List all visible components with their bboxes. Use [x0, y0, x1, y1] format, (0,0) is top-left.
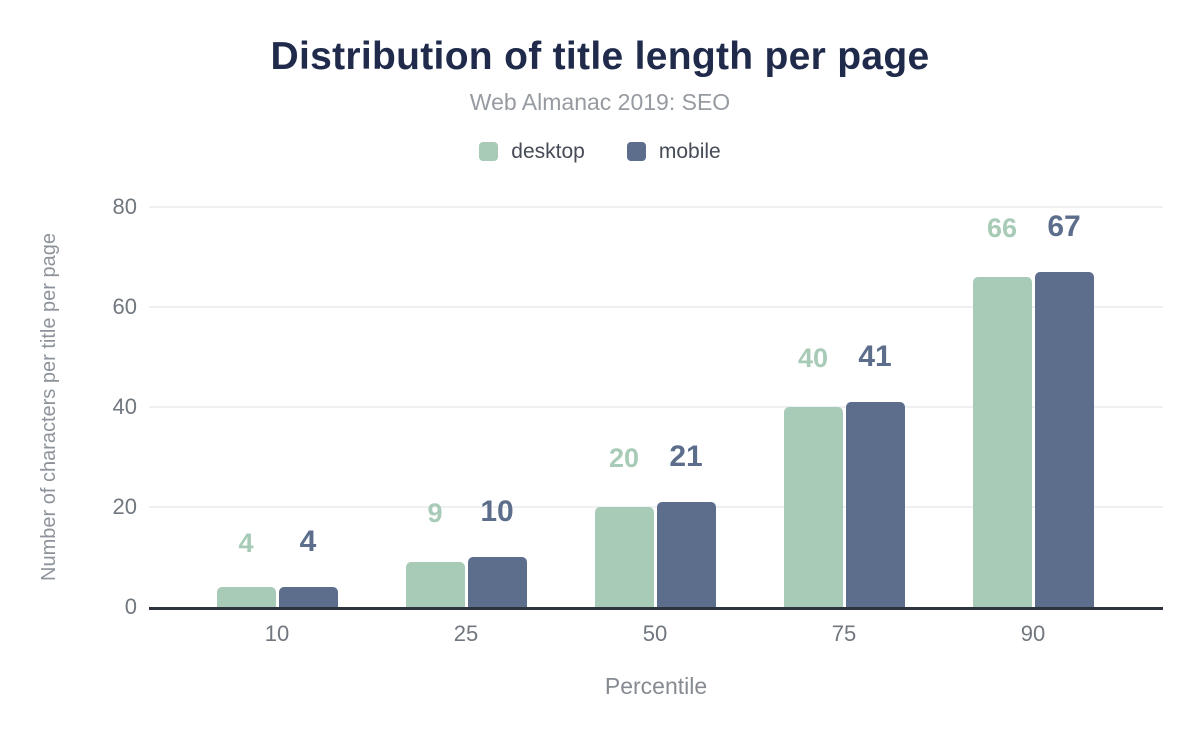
y-tick-label: 40: [112, 394, 137, 419]
mobile-bar: [467, 557, 527, 607]
desktop-value-label: 40: [797, 343, 829, 373]
desktop-value-label: 4: [238, 528, 254, 558]
desktop-bar: [216, 587, 276, 607]
legend-label: desktop: [511, 140, 585, 163]
x-tick-label: 25: [453, 621, 479, 646]
gridline: [149, 506, 1163, 508]
desktop-bar: [783, 407, 843, 607]
x-tick-label: 90: [1020, 621, 1046, 646]
mobile-bar: [656, 502, 716, 607]
mobile-value-label: 67: [1047, 210, 1081, 243]
y-tick-label: 20: [112, 494, 137, 519]
gridline: [149, 406, 1163, 408]
chart-subtitle: Web Almanac 2019: SEO: [469, 89, 731, 115]
gridline: [149, 206, 1163, 208]
desktop-value-label: 9: [427, 498, 443, 528]
desktop-value-label: 20: [608, 443, 640, 473]
chart-legend: desktop mobile: [0, 141, 1200, 162]
desktop-bar: [405, 562, 465, 607]
desktop-bar: [594, 507, 654, 607]
desktop-value-label: 66: [986, 213, 1018, 243]
x-tick-label: 50: [642, 621, 668, 646]
y-tick-label: 60: [112, 294, 137, 319]
x-axis-title: Percentile: [604, 673, 708, 699]
gridline: [149, 306, 1163, 308]
legend-item-mobile: mobile: [626, 140, 721, 163]
mobile-swatch-icon: [626, 142, 646, 161]
x-tick-label: 75: [831, 621, 857, 646]
legend-label: mobile: [658, 140, 721, 163]
y-tick-label: 80: [112, 194, 137, 219]
mobile-bar: [845, 402, 905, 607]
legend-item-desktop: desktop: [479, 141, 585, 162]
x-axis-baseline: [149, 607, 1163, 610]
mobile-value-label: 41: [858, 340, 892, 373]
mobile-bar: [278, 587, 338, 607]
mobile-value-label: 10: [480, 495, 514, 528]
desktop-swatch-icon: [479, 142, 499, 161]
mobile-bar: [1034, 272, 1094, 607]
chart-title: Distribution of title length per page: [270, 35, 930, 78]
y-axis-title: Number of characters per title per page: [38, 233, 60, 581]
desktop-bar: [972, 277, 1032, 607]
mobile-value-label: 21: [669, 440, 703, 473]
mobile-value-label: 4: [299, 525, 317, 558]
x-tick-label: 10: [264, 621, 290, 646]
y-tick-label: 0: [124, 594, 137, 619]
